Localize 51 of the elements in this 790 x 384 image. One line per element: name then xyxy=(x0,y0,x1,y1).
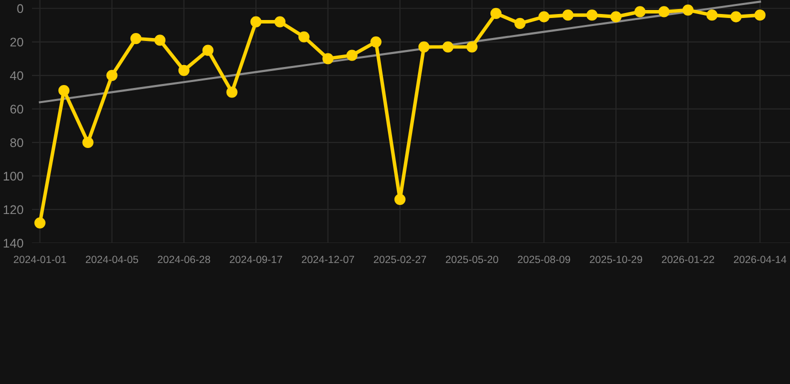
x-tick-label: 2024-09-17 xyxy=(230,256,282,264)
point xyxy=(682,4,694,16)
y-tick-label: 0 xyxy=(17,4,24,14)
x-tick-label: 2025-02-27 xyxy=(374,256,426,264)
point xyxy=(514,18,526,30)
point xyxy=(82,136,94,148)
line-series xyxy=(38,0,762,104)
point xyxy=(490,8,502,19)
point xyxy=(634,6,646,18)
y-tick-label: 20 xyxy=(10,38,24,47)
y-tick-label: 40 xyxy=(10,71,24,80)
point xyxy=(226,86,238,98)
x-tick-label: 2024-01-01 xyxy=(14,256,66,264)
point xyxy=(274,16,286,28)
point xyxy=(346,50,358,61)
point xyxy=(730,11,742,22)
point xyxy=(586,10,598,21)
point xyxy=(298,31,310,42)
point xyxy=(154,34,166,46)
point xyxy=(106,70,118,81)
x-tick-label: 2026-01-22 xyxy=(662,256,714,264)
point xyxy=(754,10,766,21)
point xyxy=(370,36,382,48)
point xyxy=(418,41,430,52)
point xyxy=(442,41,454,52)
x-tick-label: 2024-06-28 xyxy=(158,256,210,264)
y-tick-label: 140 xyxy=(4,238,24,248)
x-tick-label: 2025-08-09 xyxy=(518,256,570,264)
x-tick-label: 2024-04-05 xyxy=(86,256,138,264)
x-tick-label: 2025-05-20 xyxy=(446,256,498,264)
y-tick-label: 100 xyxy=(4,172,24,181)
point xyxy=(538,11,550,22)
x-tick-label: 2025-10-29 xyxy=(590,256,642,264)
point xyxy=(610,11,622,22)
x-tick-label: 2026-04-14 xyxy=(734,256,786,264)
y-tick-label: 60 xyxy=(10,104,24,114)
x-tick-label: 2024-12-07 xyxy=(302,256,354,264)
point xyxy=(178,64,190,76)
point xyxy=(130,32,142,44)
point xyxy=(58,84,70,96)
y-tick-label: 80 xyxy=(10,138,24,148)
point xyxy=(322,53,334,64)
point xyxy=(562,10,574,21)
y-tick-label: 120 xyxy=(4,205,24,214)
point xyxy=(658,6,670,18)
point xyxy=(394,194,406,205)
point xyxy=(250,16,262,28)
point xyxy=(466,41,478,52)
point xyxy=(202,44,214,56)
point xyxy=(34,217,46,228)
point xyxy=(706,10,718,21)
